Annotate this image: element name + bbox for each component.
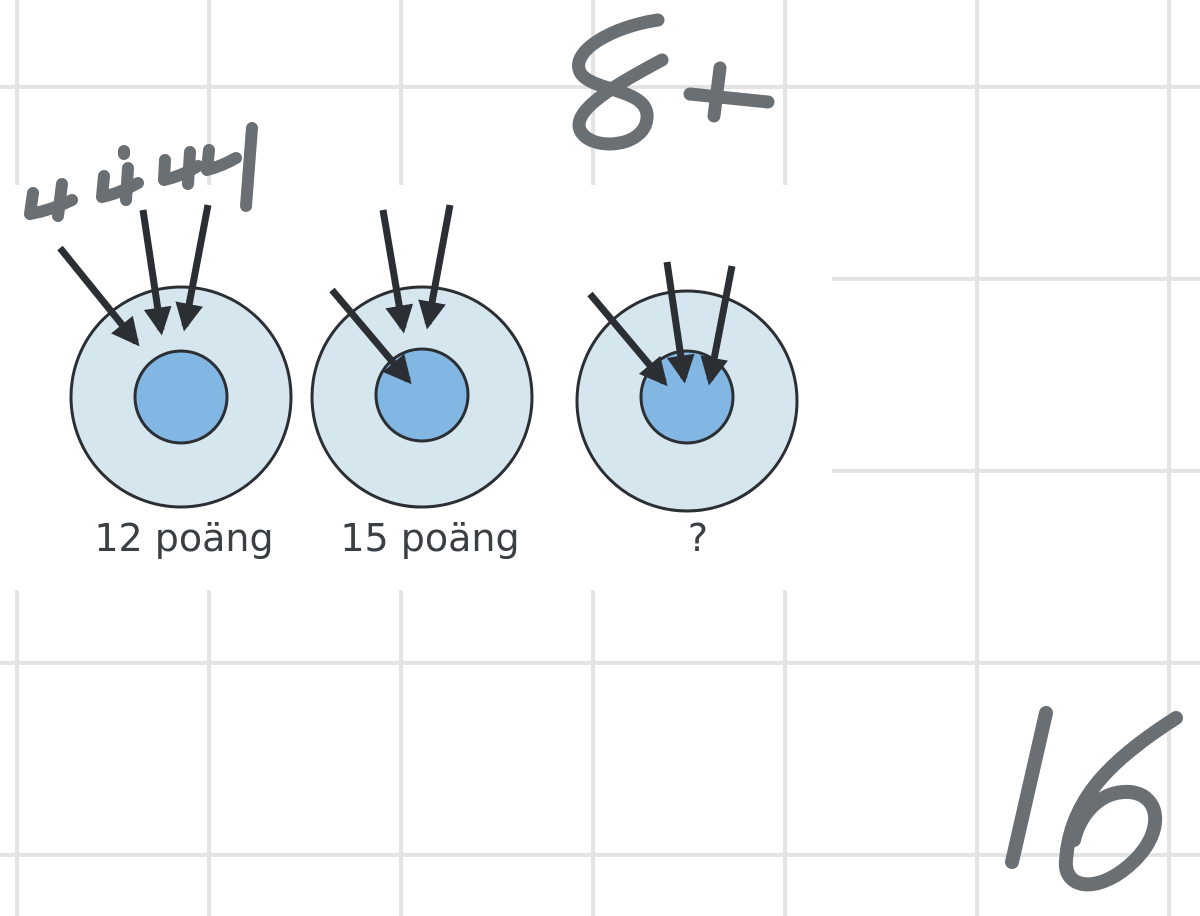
target-2: 15 poäng: [310, 204, 534, 560]
handwriting-bottom-right: [1005, 706, 1183, 892]
target-1: 12 poäng: [57, 204, 293, 560]
handwriting-top-center: [572, 13, 775, 151]
target-1-label: 12 poäng: [94, 516, 273, 560]
target-1-inner-ring: [133, 349, 229, 445]
target-3-label: ?: [688, 516, 708, 560]
target-2-arrow: [418, 204, 454, 330]
target-3-inner-ring: [639, 349, 735, 445]
target-1-arrow: [139, 209, 172, 336]
target-3-arrow: [663, 261, 695, 384]
target-2-arrow: [379, 209, 414, 334]
target-2-arrow: [329, 287, 412, 385]
target-1-arrow: [57, 245, 140, 347]
target-3-arrow: [587, 291, 668, 387]
target-3: ?: [575, 261, 799, 560]
target-1-arrow: [175, 204, 212, 332]
target-2-label: 15 poäng: [340, 516, 519, 560]
target-3-arrow: [700, 265, 736, 386]
handwriting-top-left: [24, 122, 258, 222]
